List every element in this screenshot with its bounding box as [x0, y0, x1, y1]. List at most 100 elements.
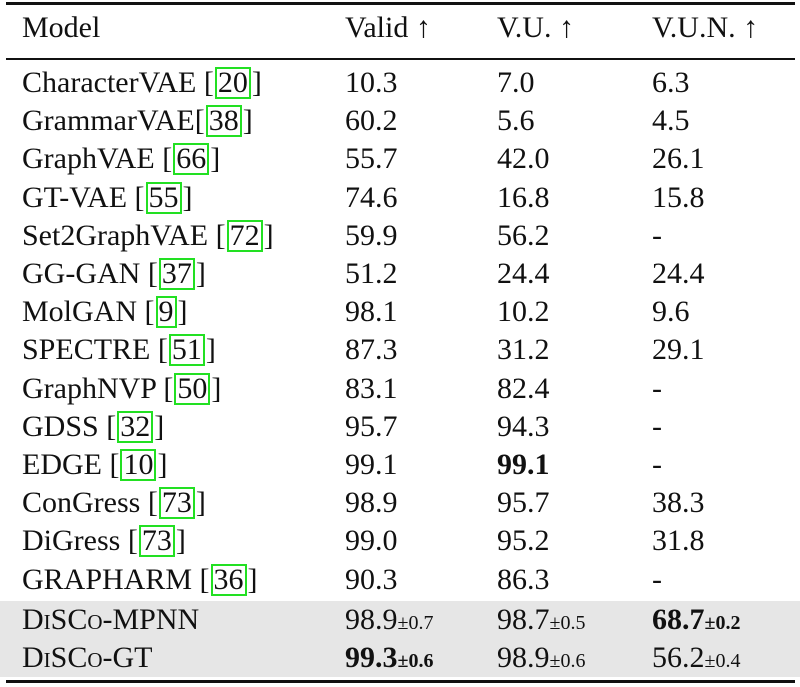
citation-link[interactable]: 32 [117, 410, 154, 443]
valid-value: 98.1 [345, 295, 398, 329]
model-name: GRAPHARM [36] [22, 562, 258, 596]
citation-link[interactable]: 66 [173, 143, 210, 176]
valid-value: 87.3 [345, 333, 398, 367]
table-row: GDSS [32] 95.7 94.3 - [0, 408, 800, 446]
table-bottom-rule [6, 680, 795, 683]
model-name: GT-VAE [55] [22, 180, 193, 214]
vun-value: - [652, 409, 662, 443]
table-row-ours: DiSCo-GT 99.3±0.6 98.9±0.6 56.2±0.4 [0, 639, 800, 677]
model-name: GrammarVAE[38] [22, 104, 253, 138]
valid-value: 95.7 [345, 409, 398, 443]
model-name: ConGress [73] [22, 486, 206, 520]
table-row: SPECTRE [51] 87.3 31.2 29.1 [0, 331, 800, 369]
vu-value: 99.1 [497, 448, 550, 481]
vu-value: 42.0 [497, 142, 550, 176]
model-name: SPECTRE [51] [22, 333, 216, 367]
model-name: DiSCo-MPNN [22, 602, 200, 636]
vu-value: 98.7±0.5 [497, 602, 586, 636]
citation-link[interactable]: 37 [158, 258, 195, 290]
vu-value: 16.8 [497, 180, 550, 214]
vu-value: 95.2 [497, 524, 550, 558]
citation-link[interactable]: 9 [155, 296, 177, 329]
table-row: EDGE [10] 99.1 99.1 - [0, 446, 800, 484]
valid-value: 99.3±0.6 [345, 641, 434, 674]
header-model: Model [22, 11, 101, 44]
vun-value: 56.2±0.4 [652, 641, 741, 674]
vu-value: 98.9±0.6 [497, 641, 586, 674]
valid-value: 98.9±0.7 [345, 602, 434, 636]
valid-value: 98.9 [345, 486, 398, 520]
vun-value: 6.3 [652, 66, 690, 99]
model-name: DiSCo-GT [22, 641, 153, 674]
vu-value: 10.2 [497, 295, 550, 329]
citation-link[interactable]: 36 [210, 563, 247, 596]
valid-value: 99.0 [345, 524, 398, 558]
valid-value: 55.7 [345, 142, 398, 176]
table-row: GT-VAE [55] 74.6 16.8 15.8 [0, 179, 800, 217]
vun-value: 68.7±0.2 [652, 602, 741, 636]
vun-value: 9.6 [652, 295, 690, 329]
vun-value: - [652, 448, 662, 481]
vun-value: 26.1 [652, 142, 705, 176]
vun-value: - [652, 562, 662, 596]
vun-value: - [652, 371, 662, 405]
table-row: CharacterVAE [20] 10.3 7.0 6.3 [0, 64, 800, 102]
vun-value: 15.8 [652, 180, 705, 214]
valid-value: 83.1 [345, 371, 398, 405]
model-name: GraphNVP [50] [22, 371, 222, 405]
citation-link[interactable]: 20 [214, 67, 251, 99]
valid-value: 90.3 [345, 562, 398, 596]
table-row: DiGress [73] 99.0 95.2 31.8 [0, 522, 800, 560]
vun-value: 31.8 [652, 524, 705, 558]
model-name: DiGress [73] [22, 524, 186, 558]
table-row: GraphNVP [50] 83.1 82.4 - [0, 370, 800, 408]
model-name: EDGE [10] [22, 448, 168, 481]
citation-link[interactable]: 38 [205, 105, 242, 138]
model-name: GraphVAE [66] [22, 142, 221, 176]
table-row-ours: DiSCo-MPNN 98.9±0.7 98.7±0.5 68.7±0.2 [0, 600, 800, 639]
vu-value: 24.4 [497, 257, 550, 290]
model-name: MolGAN [9] [22, 295, 188, 329]
valid-value: 10.3 [345, 66, 398, 99]
vu-value: 31.2 [497, 333, 550, 367]
vun-value: 24.4 [652, 257, 705, 290]
vu-value: 56.2 [497, 218, 550, 252]
vu-value: 82.4 [497, 371, 550, 405]
vun-value: 38.3 [652, 486, 705, 520]
citation-link[interactable]: 50 [174, 372, 211, 405]
model-name: CharacterVAE [20] [22, 66, 262, 99]
valid-value: 59.9 [345, 218, 398, 252]
table-top-rule [6, 2, 795, 5]
vun-value: 4.5 [652, 104, 690, 138]
model-name: GDSS [32] [22, 409, 165, 443]
table-row: GRAPHARM [36] 90.3 86.3 - [0, 561, 800, 599]
citation-link[interactable]: 72 [226, 219, 263, 252]
header-valid: Valid ↑ [345, 11, 431, 44]
citation-link[interactable]: 10 [120, 449, 157, 481]
vun-value: - [652, 218, 662, 252]
valid-value: 74.6 [345, 180, 398, 214]
vun-value: 29.1 [652, 333, 705, 367]
table-row: GraphVAE [66] 55.7 42.0 26.1 [0, 140, 800, 178]
table-row: MolGAN [9] 98.1 10.2 9.6 [0, 293, 800, 331]
vu-value: 5.6 [497, 104, 535, 138]
model-name: GG-GAN [37] [22, 257, 206, 290]
table-row: ConGress [73] 98.9 95.7 38.3 [0, 484, 800, 522]
vu-value: 95.7 [497, 486, 550, 520]
vu-value: 86.3 [497, 562, 550, 596]
header-vu: V.U. ↑ [497, 11, 574, 44]
model-name: Set2GraphVAE [72] [22, 218, 274, 252]
header-vun: V.U.N. ↑ [652, 11, 759, 44]
citation-link[interactable]: 55 [145, 181, 182, 214]
citation-link[interactable]: 51 [168, 334, 205, 367]
citation-link[interactable]: 73 [138, 525, 175, 558]
vu-value: 7.0 [497, 66, 535, 99]
table-row: GG-GAN [37] 51.2 24.4 24.4 [0, 255, 800, 293]
citation-link[interactable]: 73 [158, 487, 195, 520]
valid-value: 60.2 [345, 104, 398, 138]
table-header-rule [6, 58, 795, 60]
valid-value: 99.1 [345, 448, 398, 481]
table-row: Set2GraphVAE [72] 59.9 56.2 - [0, 217, 800, 255]
vu-value: 94.3 [497, 409, 550, 443]
valid-value: 51.2 [345, 257, 398, 290]
